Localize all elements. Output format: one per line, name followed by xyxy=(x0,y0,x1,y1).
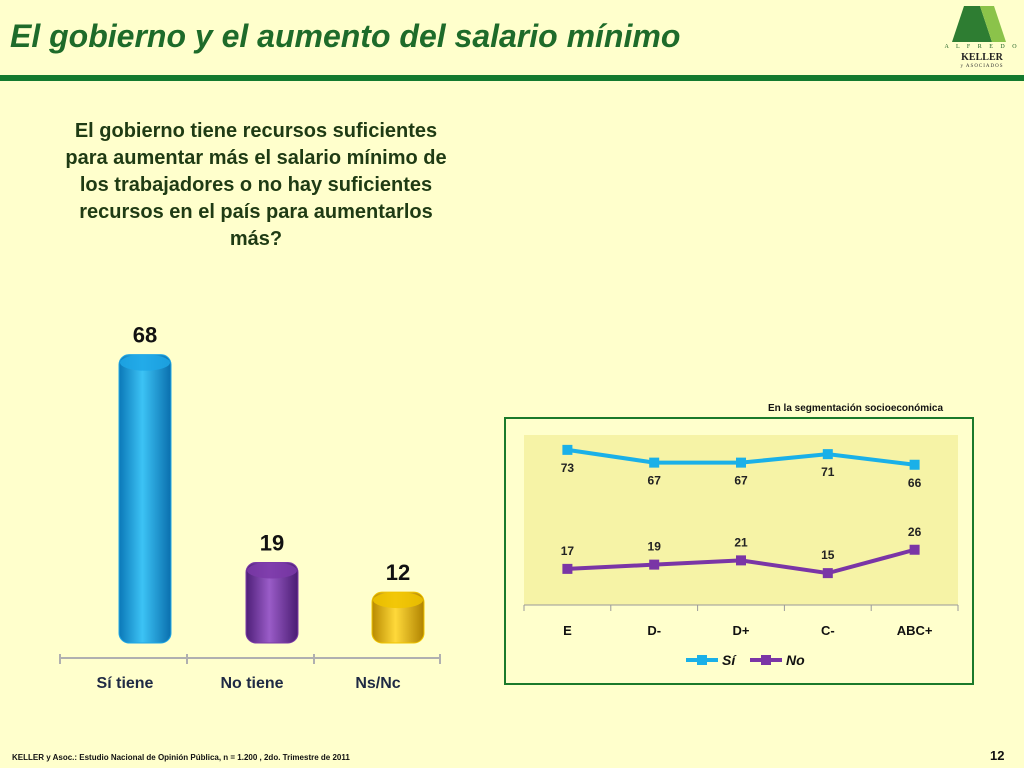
series-point-1-1 xyxy=(649,559,660,570)
bar-category-label-2: Ns/Nc xyxy=(355,675,400,692)
data-label-1-1: 19 xyxy=(648,540,662,554)
legend-label-1: No xyxy=(786,652,805,668)
data-label-0-3: 71 xyxy=(821,465,835,479)
logo-mark-icon xyxy=(952,6,1006,42)
bar-category-label-1: No tiene xyxy=(220,675,283,692)
x-tick-label-2: D+ xyxy=(733,623,750,638)
series-point-1-0 xyxy=(562,563,573,574)
series-point-0-4 xyxy=(909,459,920,470)
series-point-0-2 xyxy=(736,457,746,468)
bar-value-label-0: 68 xyxy=(133,323,157,348)
data-label-1-4: 26 xyxy=(908,525,922,539)
bar-value-label-1: 19 xyxy=(260,530,284,555)
bar-top-1 xyxy=(247,562,297,579)
bar-top-0 xyxy=(120,354,170,371)
bar-top-2 xyxy=(373,592,423,609)
bar-value-label-2: 12 xyxy=(386,560,410,585)
series-point-1-2 xyxy=(736,555,746,566)
logo-name: KELLER xyxy=(961,52,1003,63)
source-footer: KELLER y Asoc.: Estudio Nacional de Opin… xyxy=(12,753,350,762)
legend-swatch-marker-1 xyxy=(761,655,771,665)
data-label-1-2: 21 xyxy=(734,535,748,549)
series-point-0-3 xyxy=(822,449,833,460)
data-label-0-1: 67 xyxy=(648,474,662,488)
series-point-0-1 xyxy=(649,457,660,468)
series-point-1-3 xyxy=(822,568,833,579)
x-tick-label-1: D- xyxy=(647,623,661,638)
data-label-1-0: 17 xyxy=(561,544,575,558)
data-label-0-4: 66 xyxy=(908,476,922,490)
title-rule xyxy=(0,75,1024,81)
legend-label-0: Sí xyxy=(722,652,737,668)
logo-firstname: A L F R E D O xyxy=(944,44,1020,50)
series-point-1-4 xyxy=(909,544,920,555)
bar-category-label-0: Sí tiene xyxy=(97,675,154,692)
logo-subtitle: y ASOCIADOS xyxy=(960,64,1004,69)
slide-title: El gobierno y el aumento del salario mín… xyxy=(10,18,681,54)
x-tick-label-4: ABC+ xyxy=(897,623,933,638)
data-label-1-3: 15 xyxy=(821,548,835,562)
company-logo: A L F R E D O KELLER y ASOCIADOS xyxy=(944,2,1020,74)
segment-caption: En la segmentación socioeconómica xyxy=(768,403,944,414)
legend-swatch-marker-0 xyxy=(697,655,707,665)
data-label-0-2: 67 xyxy=(734,474,748,488)
series-point-0-0 xyxy=(562,444,573,455)
x-tick-label-0: E xyxy=(563,623,572,638)
x-tick-label-3: C- xyxy=(821,623,835,638)
survey-question: El gobierno tiene recursos suficientes p… xyxy=(65,120,447,250)
data-label-0-0: 73 xyxy=(561,461,575,475)
page-number: 12 xyxy=(990,748,1005,763)
